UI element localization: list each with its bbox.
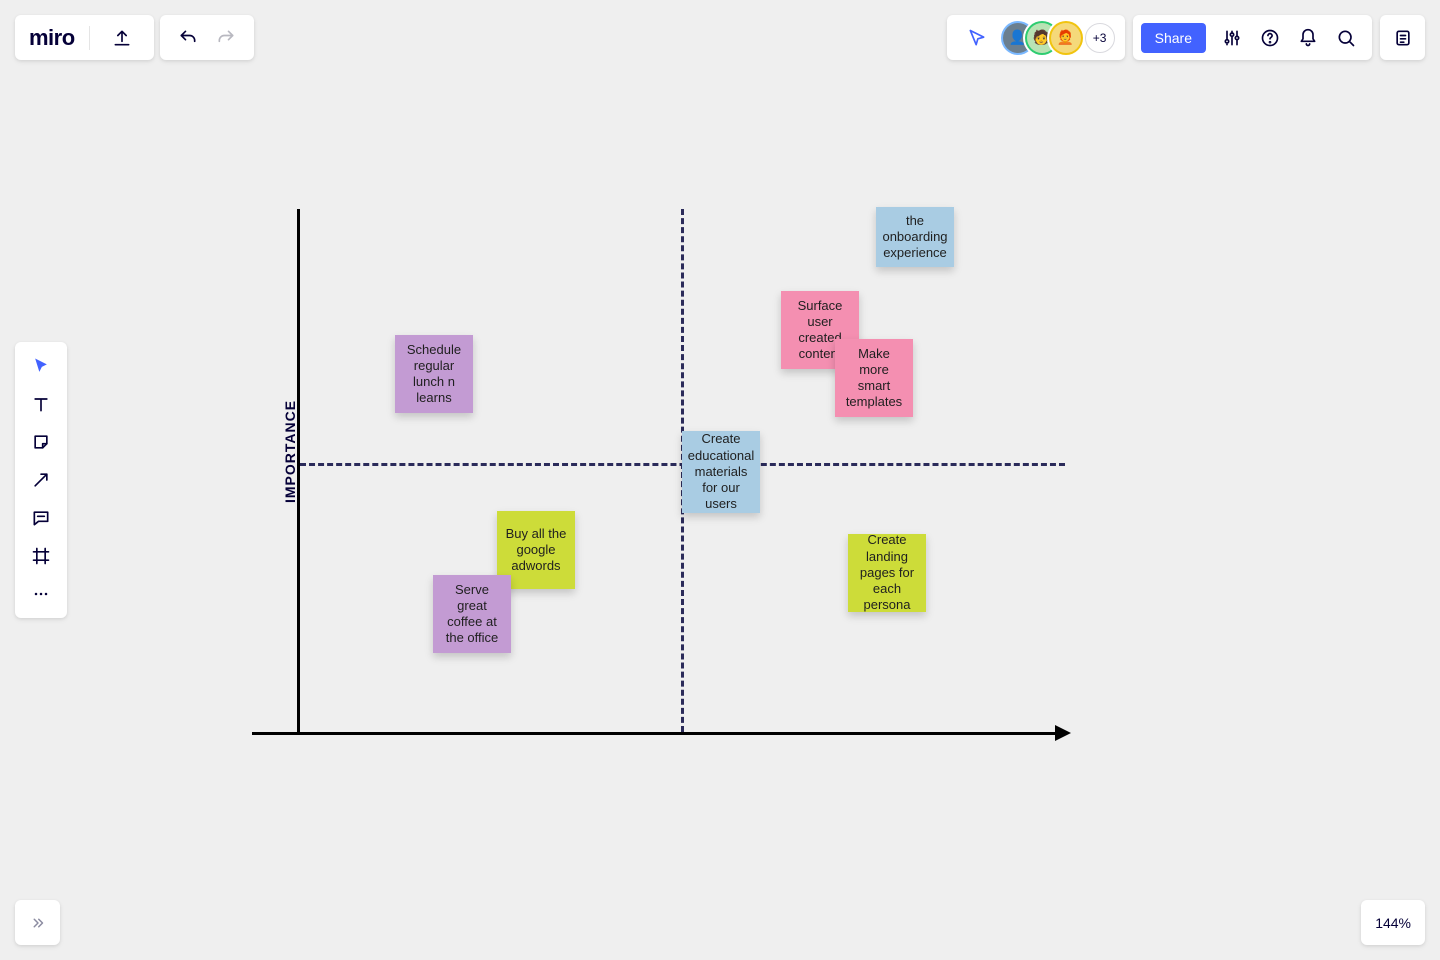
follow-button[interactable] — [959, 20, 995, 56]
undo-button[interactable] — [170, 20, 206, 56]
zoom-label: 144% — [1375, 915, 1411, 931]
frame-tool[interactable] — [21, 538, 61, 574]
app-logo[interactable]: miro — [29, 25, 75, 51]
upload-icon — [112, 28, 132, 48]
history-group — [160, 15, 254, 60]
expand-panel-button[interactable] — [15, 900, 60, 945]
avatar[interactable]: 🧑‍🦰 — [1051, 23, 1081, 53]
more-tools[interactable] — [21, 576, 61, 612]
text-tool[interactable] — [21, 386, 61, 422]
search-button[interactable] — [1328, 20, 1364, 56]
help-button[interactable] — [1252, 20, 1288, 56]
comment-tool[interactable] — [21, 500, 61, 536]
notifications-button[interactable] — [1290, 20, 1326, 56]
logo-group: miro — [15, 15, 154, 60]
comment-icon — [31, 508, 51, 528]
settings-button[interactable] — [1214, 20, 1250, 56]
avatar-overflow[interactable]: +3 — [1085, 23, 1115, 53]
more-icon — [31, 584, 51, 604]
top-right-cluster: 👤🧑🧑‍🦰 +3 Share — [947, 15, 1425, 60]
redo-icon — [216, 28, 236, 48]
x-axis-arrow — [1055, 725, 1071, 741]
sticky-smart-templates[interactable]: Make more smart templates — [835, 339, 913, 417]
text-icon — [31, 394, 51, 414]
search-icon — [1336, 28, 1356, 48]
sticky-landing-pages[interactable]: Create landing pages for each persona — [848, 534, 926, 612]
chevrons-right-icon — [29, 914, 47, 932]
arrow-icon — [31, 470, 51, 490]
tools-toolbar — [15, 342, 67, 618]
avatar-stack: 👤🧑🧑‍🦰 — [1003, 23, 1081, 53]
redo-button[interactable] — [208, 20, 244, 56]
top-bar: miro 👤🧑🧑‍🦰 +3 Share — [0, 15, 1440, 60]
arrow-tool[interactable] — [21, 462, 61, 498]
presence-group: 👤🧑🧑‍🦰 +3 — [947, 15, 1125, 60]
y-axis-label: IMPORTANCE — [282, 400, 298, 503]
divider — [89, 26, 90, 50]
notes-button[interactable] — [1380, 15, 1425, 60]
sticky-onboarding[interactable]: the onboarding experience — [876, 207, 954, 267]
pointer-icon — [31, 356, 51, 376]
sticky-tool[interactable] — [21, 424, 61, 460]
select-tool[interactable] — [21, 348, 61, 384]
zoom-indicator[interactable]: 144% — [1361, 900, 1425, 945]
export-button[interactable] — [104, 20, 140, 56]
sticky-icon — [31, 432, 51, 452]
share-button[interactable]: Share — [1141, 23, 1206, 53]
undo-icon — [178, 28, 198, 48]
help-icon — [1260, 28, 1280, 48]
sticky-edu-materials[interactable]: Create educational materials for our use… — [682, 431, 760, 513]
cursor-icon — [967, 28, 987, 48]
sliders-icon — [1222, 28, 1242, 48]
bell-icon — [1298, 28, 1318, 48]
frame-icon — [31, 546, 51, 566]
board-canvas[interactable]: IMPORTANCE Schedule regular lunch n learn… — [0, 0, 1440, 960]
actions-group: Share — [1133, 15, 1372, 60]
sticky-great-coffee[interactable]: Serve great coffee at the office — [433, 575, 511, 653]
notes-icon — [1393, 28, 1413, 48]
sticky-lunch-learns[interactable]: Schedule regular lunch n learns — [395, 335, 473, 413]
x-axis — [252, 732, 1055, 735]
